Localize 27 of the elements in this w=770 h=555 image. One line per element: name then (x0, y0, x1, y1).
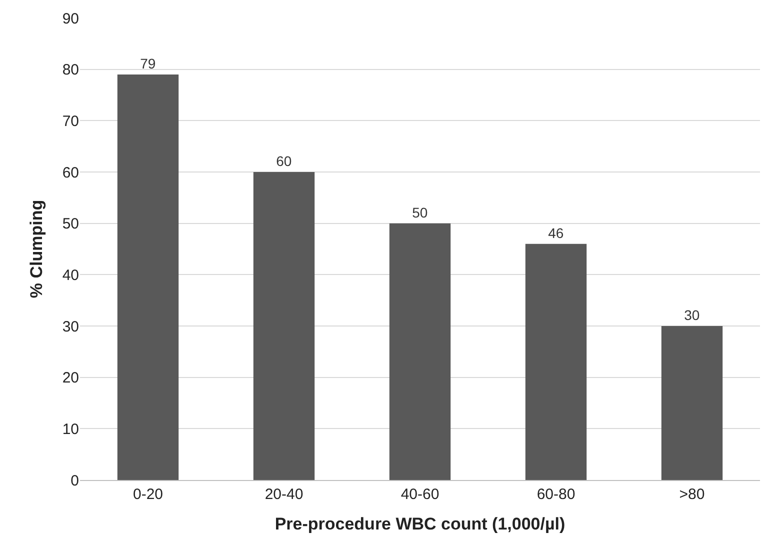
x-tick-label: >80 (679, 486, 705, 503)
x-tick-label: 20-40 (264, 486, 304, 503)
data-label: 50 (412, 204, 428, 220)
y-tick-label: 60 (62, 164, 79, 182)
y-tick-label: 20 (62, 370, 79, 387)
x-tick-label: 60-80 (536, 486, 576, 503)
y-tick-label: 10 (62, 420, 79, 438)
x-axis-title: Pre-procedure WBC count (1,000/µl) (274, 514, 566, 534)
data-label: 60 (276, 153, 292, 169)
y-tick-label: 40 (62, 266, 79, 284)
x-tick-label: 0-20 (132, 486, 164, 503)
y-axis-title: % Clumping (26, 200, 46, 298)
bar (389, 223, 451, 480)
bar (117, 74, 179, 480)
y-tick-label: 50 (62, 216, 79, 233)
bar (253, 172, 315, 480)
data-label: 46 (548, 224, 564, 241)
x-tick-label: 40-60 (400, 486, 440, 503)
bar (525, 244, 587, 480)
data-label: 30 (684, 307, 700, 323)
y-tick-label: 90 (62, 10, 79, 28)
y-tick-label: 30 (62, 318, 79, 336)
y-tick-label: 70 (62, 112, 79, 130)
y-tick-label: 0 (70, 472, 79, 490)
y-tick-label: 80 (62, 62, 79, 79)
bar (661, 326, 723, 480)
data-label: 79 (140, 55, 156, 72)
